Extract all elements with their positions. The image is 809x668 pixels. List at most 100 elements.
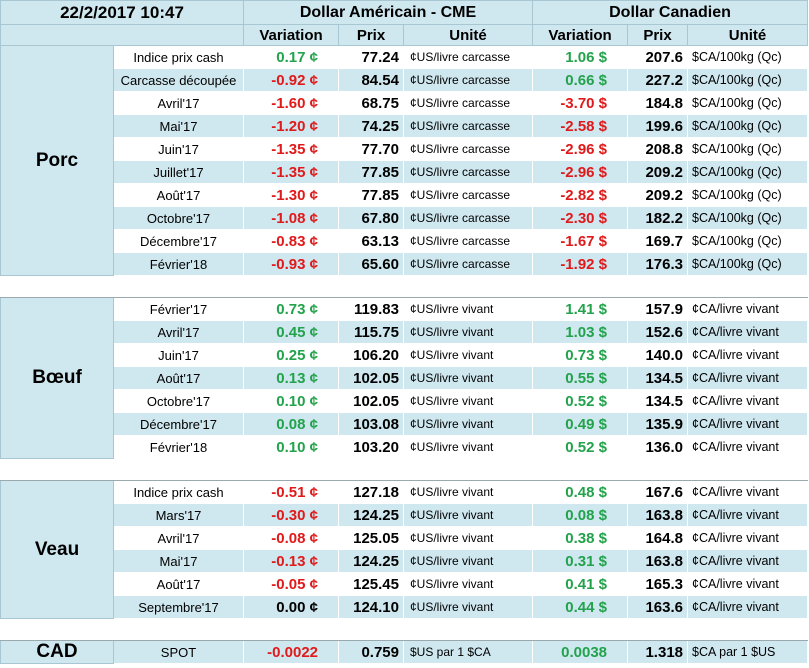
us-variation: -0.13 ¢ xyxy=(243,549,339,573)
row-label: Février'18 xyxy=(113,252,244,276)
spacer-cell xyxy=(687,618,809,641)
ca-unit: ¢CA/livre vivant xyxy=(687,503,809,527)
ca-unit: ¢CA/livre vivant xyxy=(687,595,809,619)
group-label: Porc xyxy=(0,45,114,276)
us-unit: ¢US/livre carcasse xyxy=(402,252,534,276)
row-label: Avril'17 xyxy=(113,526,244,550)
row-label: Décembre'17 xyxy=(113,412,244,436)
ca-variation: 1.03 $ xyxy=(532,320,629,344)
us-price: 77.70 xyxy=(338,137,404,161)
ca-unit: ¢CA/livre vivant xyxy=(687,526,809,550)
row-label: Mars'17 xyxy=(113,503,244,527)
us-price: 102.05 xyxy=(338,389,404,413)
spacer-cell xyxy=(113,458,244,481)
ca-unit: ¢CA/livre vivant xyxy=(687,412,809,436)
ca-price: 163.8 xyxy=(627,549,689,573)
ca-unit: ¢CA/livre vivant xyxy=(687,389,809,413)
us-price: 84.54 xyxy=(338,68,404,92)
table-row: Juillet'17 -1.35 ¢ 77.85 ¢US/livre carcasse… xyxy=(1,160,809,184)
group-spacer xyxy=(0,458,809,481)
us-price: 65.60 xyxy=(338,252,404,276)
us-unit: ¢US/livre carcasse xyxy=(402,91,534,115)
spacer-cell xyxy=(338,618,404,641)
cad-us-price: 0.759 xyxy=(338,640,404,664)
ca-variation: 0.08 $ xyxy=(532,503,629,527)
ca-unit: ¢CA/livre vivant xyxy=(687,366,809,390)
table-row: Septembre'17 0.00 ¢ 124.10 ¢US/livre vivant… xyxy=(1,595,809,619)
row-label: Juillet'17 xyxy=(113,160,244,184)
table-row: Décembre'17 -0.83 ¢ 63.13 ¢US/livre carcass… xyxy=(1,229,809,253)
table-row: Août'17 0.13 ¢ 102.05 ¢US/livre vivant 0.55 … xyxy=(1,366,809,390)
row-label: Juin'17 xyxy=(113,343,244,367)
us-unit: ¢US/livre vivant xyxy=(402,435,534,459)
col-us-variation: Variation xyxy=(243,24,339,46)
us-variation: 0.17 ¢ xyxy=(243,45,339,69)
ca-variation: -3.70 $ xyxy=(532,91,629,115)
ca-unit: ¢CA/livre vivant xyxy=(687,480,809,504)
ca-unit: $CA/100kg (Qc) xyxy=(687,160,809,184)
us-variation: -1.20 ¢ xyxy=(243,114,339,138)
ca-price: 209.2 xyxy=(627,160,689,184)
us-variation: -1.60 ¢ xyxy=(243,91,339,115)
ca-unit: $CA/100kg (Qc) xyxy=(687,91,809,115)
table-row: Veau Indice prix cash -0.51 ¢ 127.18 ¢US/liv… xyxy=(0,480,809,619)
row-label: Juin'17 xyxy=(113,137,244,161)
spacer-cell xyxy=(338,458,404,481)
table-row: Octobre'17 0.10 ¢ 102.05 ¢US/livre vivant 0.… xyxy=(1,389,809,413)
ca-price: 136.0 xyxy=(627,435,689,459)
table-row: Août'17 -1.30 ¢ 77.85 ¢US/livre carcasse -2.… xyxy=(1,183,809,207)
spacer-cell xyxy=(243,275,339,298)
us-price: 77.85 xyxy=(338,183,404,207)
ca-unit: $CA/100kg (Qc) xyxy=(687,114,809,138)
us-unit: ¢US/livre vivant xyxy=(402,412,534,436)
col-ca-prix: Prix xyxy=(627,24,689,46)
us-unit: ¢US/livre carcasse xyxy=(402,68,534,92)
us-variation: -1.35 ¢ xyxy=(243,160,339,184)
us-unit: ¢US/livre vivant xyxy=(402,595,534,619)
us-unit: ¢US/livre vivant xyxy=(402,503,534,527)
ca-unit: $CA/100kg (Qc) xyxy=(687,183,809,207)
us-variation: -0.51 ¢ xyxy=(243,480,339,504)
header-blank xyxy=(0,24,244,46)
ca-price: 135.9 xyxy=(627,412,689,436)
table-row: Mai'17 -1.20 ¢ 74.25 ¢US/livre carcasse -2.5… xyxy=(1,114,809,138)
col-ca-variation: Variation xyxy=(532,24,629,46)
ca-price: 167.6 xyxy=(627,480,689,504)
spot-label: SPOT xyxy=(113,640,244,664)
spacer-cell xyxy=(402,275,534,298)
ca-variation: 0.38 $ xyxy=(532,526,629,550)
ca-price: 184.8 xyxy=(627,91,689,115)
us-price: 63.13 xyxy=(338,229,404,253)
us-unit: ¢US/livre vivant xyxy=(402,526,534,550)
us-variation: 0.00 ¢ xyxy=(243,595,339,619)
ca-price: 199.6 xyxy=(627,114,689,138)
row-label: Février'18 xyxy=(113,435,244,459)
ca-variation: 0.44 $ xyxy=(532,595,629,619)
us-price: 125.45 xyxy=(338,572,404,596)
spacer-cell xyxy=(687,275,809,298)
us-price: 119.83 xyxy=(338,297,404,321)
us-price: 77.24 xyxy=(338,45,404,69)
us-variation: -0.92 ¢ xyxy=(243,68,339,92)
row-label: Octobre'17 xyxy=(113,389,244,413)
spacer-cell xyxy=(627,618,689,641)
us-unit: ¢US/livre vivant xyxy=(402,389,534,413)
ca-unit: ¢CA/livre vivant xyxy=(687,435,809,459)
ca-unit: ¢CA/livre vivant xyxy=(687,343,809,367)
ca-variation: 1.06 $ xyxy=(532,45,629,69)
ca-unit: ¢CA/livre vivant xyxy=(687,549,809,573)
spacer-cell xyxy=(113,275,244,298)
us-unit: ¢US/livre vivant xyxy=(402,343,534,367)
ca-unit: ¢CA/livre vivant xyxy=(687,297,809,321)
table-row: Avril'17 -1.60 ¢ 68.75 ¢US/livre carcasse -3… xyxy=(1,91,809,115)
group-label: Bœuf xyxy=(0,297,114,459)
cad-ca-variation: 0.0038 xyxy=(532,640,629,664)
us-unit: ¢US/livre vivant xyxy=(402,480,534,504)
row-label: Mai'17 xyxy=(113,549,244,573)
us-unit: ¢US/livre carcasse xyxy=(402,183,534,207)
spacer-cell xyxy=(532,618,629,641)
group-label: Veau xyxy=(0,480,114,619)
ca-variation: 0.66 $ xyxy=(532,68,629,92)
spacer-cell xyxy=(402,618,534,641)
cad-us-variation: -0.0022 xyxy=(243,640,339,664)
